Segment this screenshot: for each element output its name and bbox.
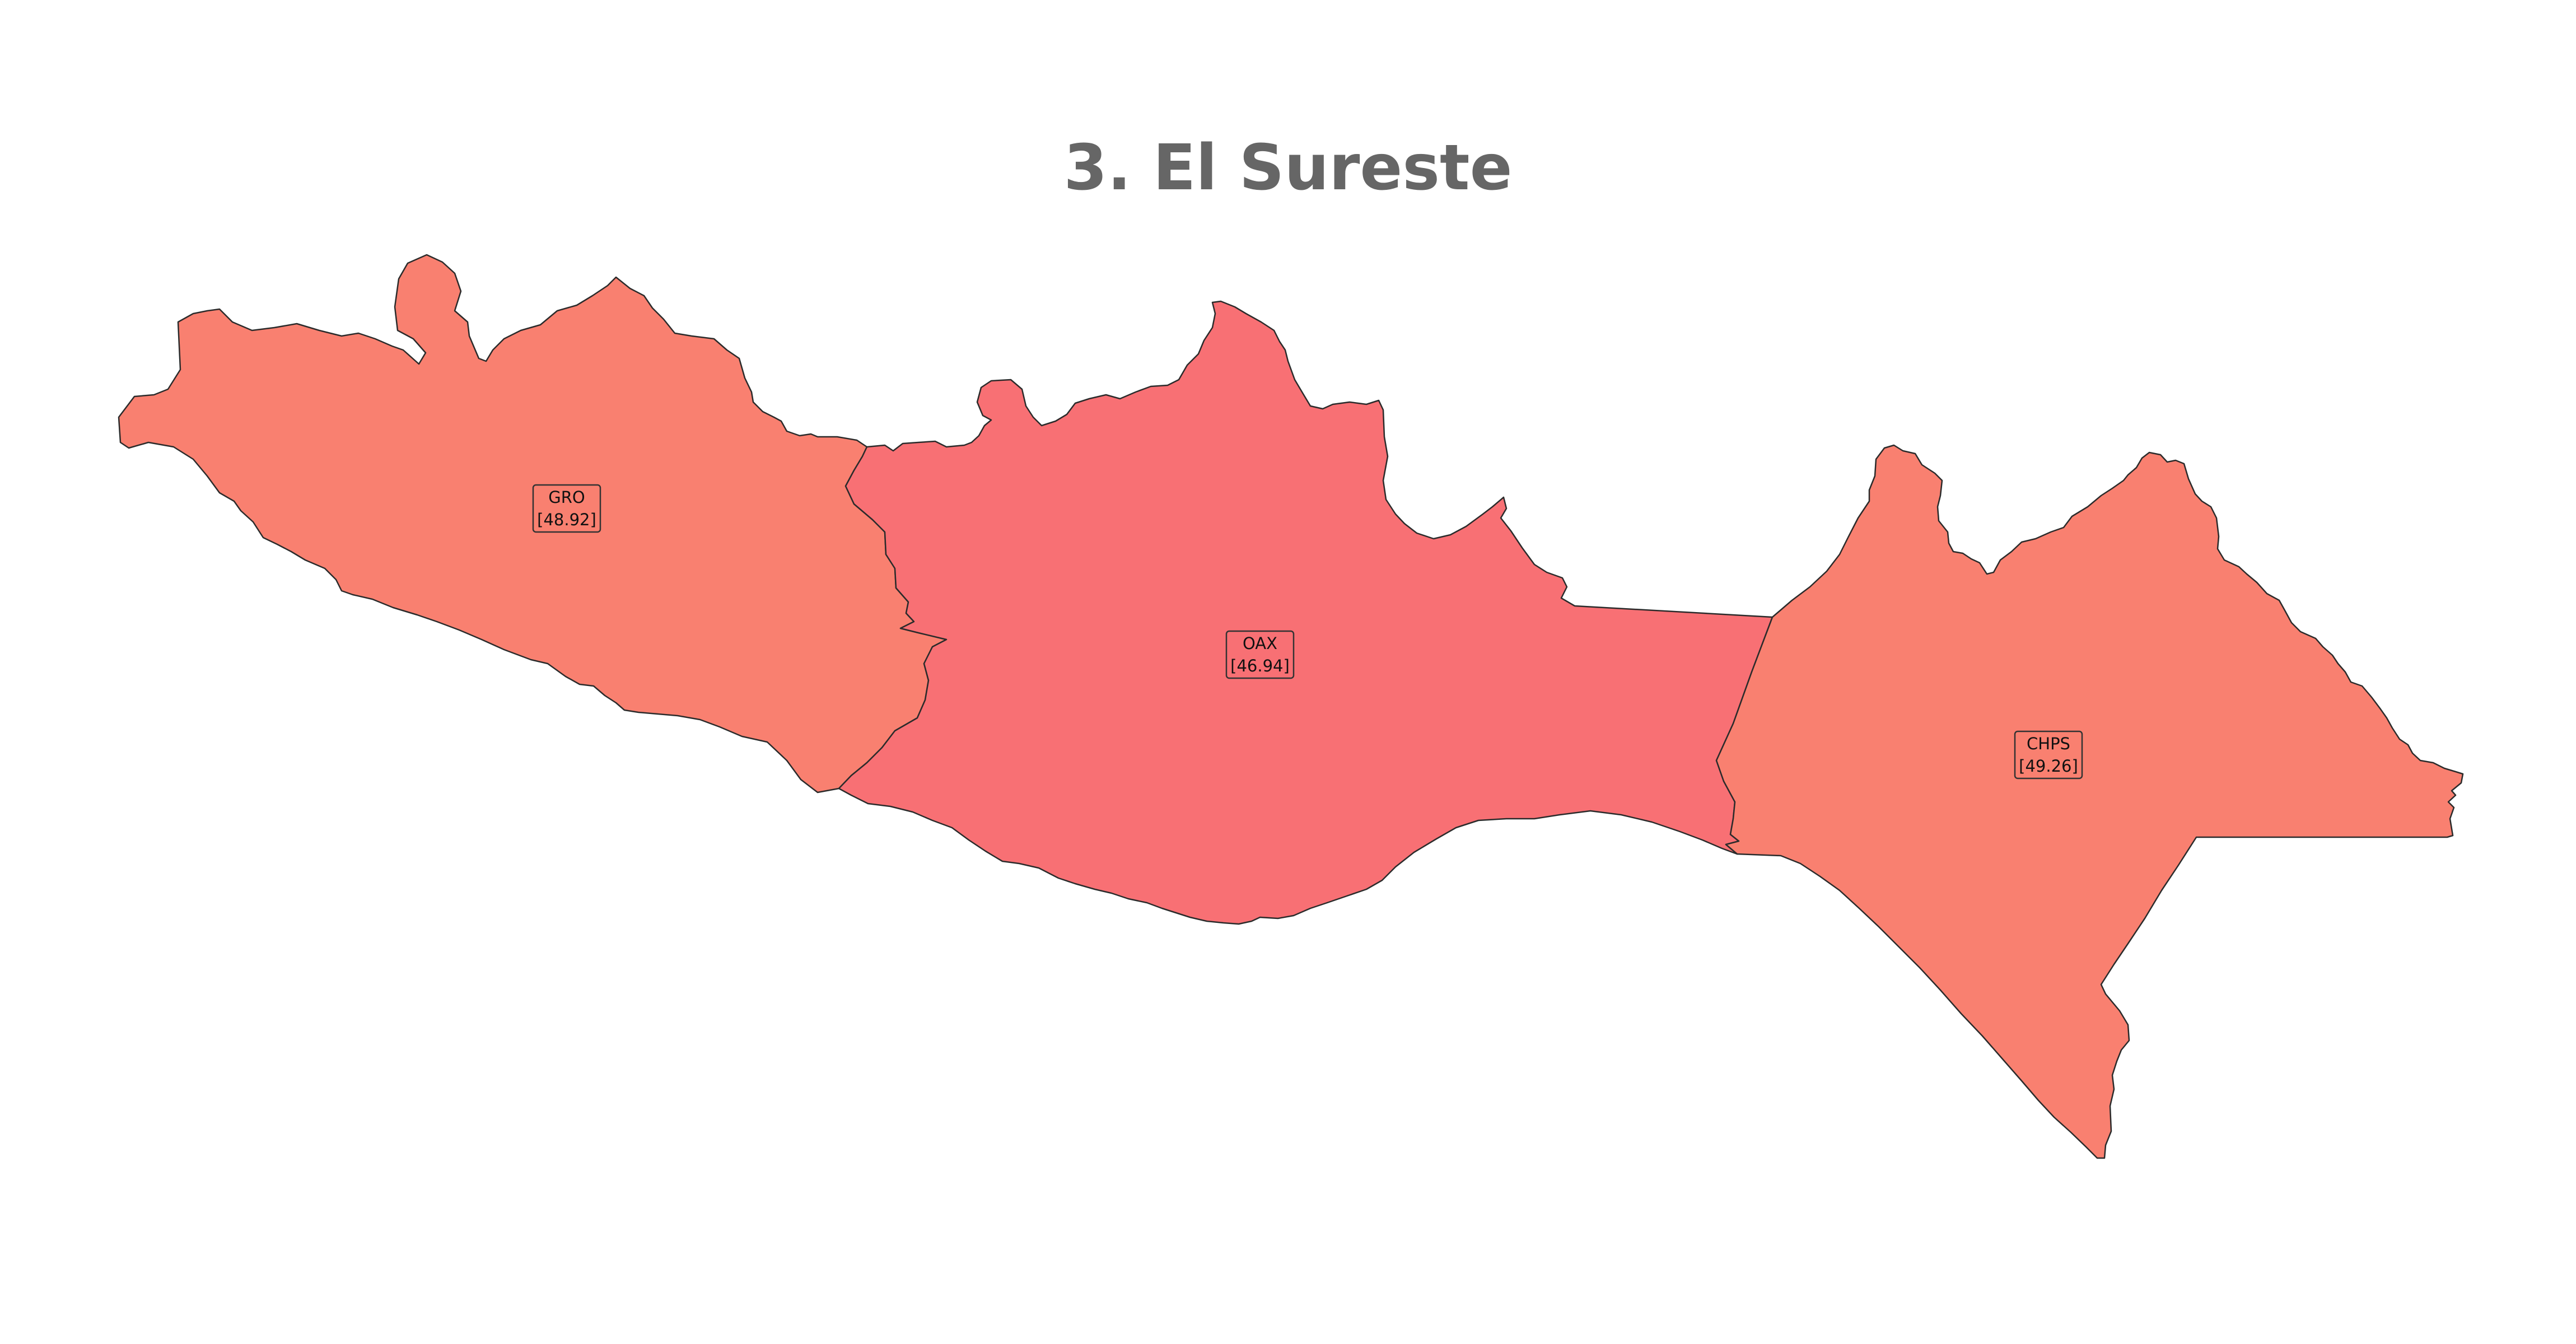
label-code-gro: GRO <box>548 488 585 507</box>
label-box-chps <box>2014 730 2083 780</box>
label-code-oax: OAX <box>1243 634 1277 653</box>
label-box-oax <box>1225 630 1295 679</box>
state-label-gro: GRO [48.92] <box>532 484 601 533</box>
state-label-oax: OAX [46.94] <box>1225 630 1295 679</box>
label-box-gro <box>532 484 601 533</box>
label-value-gro: [48.92] <box>537 510 596 529</box>
state-region-oax[interactable] <box>838 300 1774 925</box>
label-code-chps: CHPS <box>2027 734 2070 753</box>
state-region-chps[interactable] <box>1715 444 2464 1159</box>
label-value-chps: [49.26] <box>2019 757 2078 776</box>
label-value-oax: [46.94] <box>1230 656 1290 675</box>
map-title: 3. El Sureste <box>1063 132 1513 204</box>
state-label-chps: CHPS [49.26] <box>2014 730 2083 780</box>
